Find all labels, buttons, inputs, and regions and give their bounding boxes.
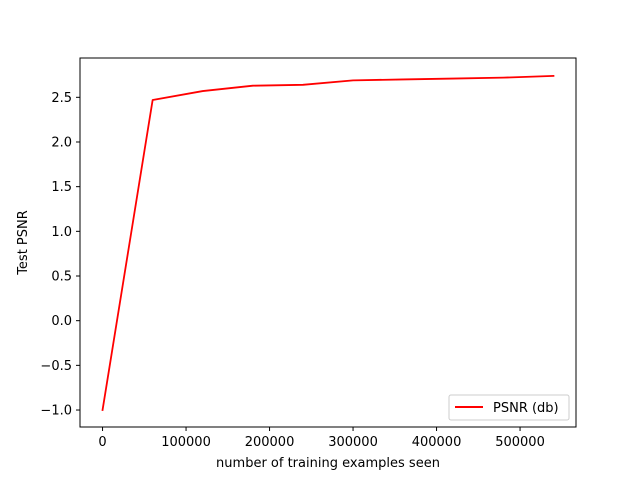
x-axis-ticks: 0 100000 200000 300000 400000 500000 [98, 427, 545, 450]
x-tick-label: 500000 [495, 435, 545, 450]
y-tick-label: 1.0 [51, 225, 72, 240]
series-layer [101, 74, 555, 412]
series-line [101, 74, 555, 412]
y-axis-ticks: −1.0 −0.5 0.0 0.5 1.0 1.5 2.0 2.5 [40, 91, 80, 419]
y-tick-label: 0.0 [51, 314, 72, 329]
x-tick-label: 100000 [161, 435, 211, 450]
y-tick-label: −0.5 [40, 359, 72, 374]
x-tick-label: 400000 [412, 435, 462, 450]
x-tick-label: 300000 [328, 435, 378, 450]
legend: PSNR (db) [448, 394, 570, 421]
x-axis-label: number of training examples seen [216, 456, 440, 471]
legend-label: PSNR (db) [493, 401, 559, 416]
y-tick-label: 2.0 [51, 135, 72, 150]
y-tick-label: 0.5 [51, 270, 72, 285]
y-tick-label: 1.5 [51, 180, 72, 195]
x-tick-label: 0 [98, 435, 106, 450]
y-axis-label: Test PSNR [16, 210, 31, 276]
x-tick-label: 200000 [245, 435, 295, 450]
legend-box [448, 394, 570, 421]
plot-area-frame [79, 57, 577, 428]
y-tick-label: −1.0 [40, 404, 72, 419]
y-tick-label: 2.5 [51, 91, 72, 106]
